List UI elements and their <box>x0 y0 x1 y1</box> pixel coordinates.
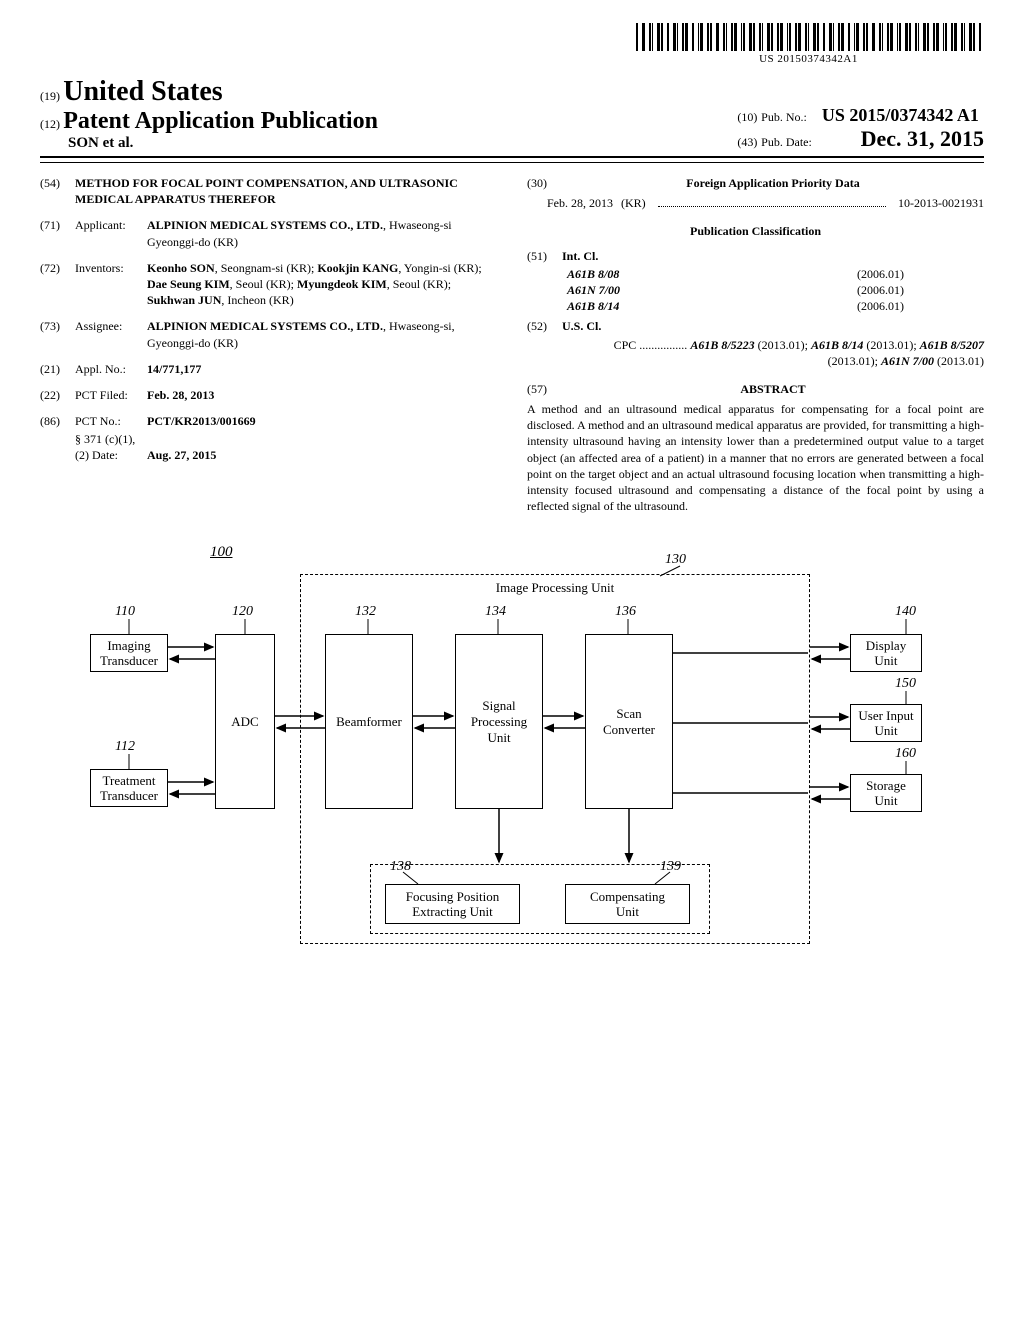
foreign-no: 10-2013-0021931 <box>898 195 984 211</box>
dots <box>658 191 886 207</box>
pub-date-code: (43) <box>737 135 757 149</box>
country: United States <box>63 76 222 107</box>
title-code: (54) <box>40 175 75 207</box>
block-diagram: 100 Image Processing Unit 130 ImagingTra… <box>40 544 984 964</box>
header-left: (19) United States (12) Patent Applicati… <box>40 76 378 152</box>
uscl-field: (52) U.S. Cl. <box>527 318 984 334</box>
pub-type: Patent Application Publication <box>63 108 378 134</box>
assignee-label: Assignee: <box>75 318 147 350</box>
inventors-label: Inventors: <box>75 260 147 309</box>
sect-field: § 371 (c)(1), <box>40 431 497 447</box>
abstract-text: A method and an ultrasound medical appar… <box>527 401 984 514</box>
inventors-value: Keonho SON, Seongnam-si (KR); Kookjin KA… <box>147 260 497 309</box>
pctfiled-label: PCT Filed: <box>75 387 147 403</box>
pctno-code: (86) <box>40 413 75 429</box>
barcode-text: US 20150374342A1 <box>636 53 981 65</box>
pub-no-code: (10) <box>737 110 757 124</box>
assignee-value: ALPINION MEDICAL SYSTEMS CO., LTD., Hwas… <box>147 318 497 350</box>
applicant-label: Applicant: <box>75 217 147 249</box>
invention-title: METHOD FOR FOCAL POINT COMPENSATION, AND… <box>75 175 497 207</box>
applicant-code: (71) <box>40 217 75 249</box>
pctfiled-field: (22) PCT Filed: Feb. 28, 2013 <box>40 387 497 403</box>
applicant-field: (71) Applicant: ALPINION MEDICAL SYSTEMS… <box>40 217 497 249</box>
foreign-field: (30) Foreign Application Priority Data <box>527 175 984 191</box>
header: (19) United States (12) Patent Applicati… <box>40 76 984 158</box>
inventors-code: (72) <box>40 260 75 309</box>
cpc-block: CPC ................ A61B 8/5223 (2013.0… <box>527 337 984 369</box>
pub-class-heading: Publication Classification <box>527 223 984 239</box>
barcode-lines <box>636 23 981 51</box>
header-right: (10) Pub. No.: US 2015/0374342 A1 (43) P… <box>737 105 984 152</box>
intcl-row: A61B 8/08(2006.01) <box>527 266 984 282</box>
foreign-code: (30) <box>527 175 562 191</box>
left-column: (54) METHOD FOR FOCAL POINT COMPENSATION… <box>40 175 497 514</box>
sectdate-field: (2) Date: Aug. 27, 2015 <box>40 447 497 463</box>
right-column: (30) Foreign Application Priority Data F… <box>527 175 984 514</box>
foreign-row: Feb. 28, 2013 (KR) 10-2013-0021931 <box>527 195 984 211</box>
inventors-field: (72) Inventors: Keonho SON, Seongnam-si … <box>40 260 497 309</box>
assignee-code: (73) <box>40 318 75 350</box>
assignee-field: (73) Assignee: ALPINION MEDICAL SYSTEMS … <box>40 318 497 350</box>
pctno-label: PCT No.: <box>75 413 147 429</box>
sect-label: § 371 (c)(1), <box>75 431 497 447</box>
authors: SON et al. <box>40 135 378 152</box>
pub-type-code: (12) <box>40 117 60 131</box>
title-field: (54) METHOD FOR FOCAL POINT COMPENSATION… <box>40 175 497 207</box>
intcl-row: A61B 8/14(2006.01) <box>527 298 984 314</box>
intcl-label: Int. Cl. <box>562 248 984 264</box>
pub-date: Dec. 31, 2015 <box>861 126 984 151</box>
divider <box>40 162 984 163</box>
abstract-field: (57) ABSTRACT <box>527 381 984 397</box>
abstract-label: ABSTRACT <box>562 381 984 397</box>
foreign-heading: Foreign Application Priority Data <box>562 175 984 191</box>
connectors <box>40 544 940 964</box>
pub-date-label: Pub. Date: <box>761 135 812 149</box>
pctno-value: PCT/KR2013/001669 <box>147 413 497 429</box>
pctfiled-value: Feb. 28, 2013 <box>147 387 497 403</box>
sectdate-value: Aug. 27, 2015 <box>147 447 497 463</box>
barcode: US 20150374342A1 <box>633 20 984 68</box>
applno-field: (21) Appl. No.: 14/771,177 <box>40 361 497 377</box>
barcode-area: US 20150374342A1 <box>40 20 984 68</box>
country-code: (19) <box>40 89 60 103</box>
foreign-country: (KR) <box>621 195 646 211</box>
applno-label: Appl. No.: <box>75 361 147 377</box>
pctfiled-code: (22) <box>40 387 75 403</box>
bibliographic-data: (54) METHOD FOR FOCAL POINT COMPENSATION… <box>40 175 984 514</box>
abstract-code: (57) <box>527 381 562 397</box>
applno-value: 14/771,177 <box>147 361 497 377</box>
foreign-date: Feb. 28, 2013 <box>547 195 613 211</box>
applno-code: (21) <box>40 361 75 377</box>
sectdate-label: (2) Date: <box>75 447 147 463</box>
intcl-row: A61N 7/00(2006.01) <box>527 282 984 298</box>
uscl-label: U.S. Cl. <box>562 318 984 334</box>
intcl-field: (51) Int. Cl. <box>527 248 984 264</box>
intcl-code: (51) <box>527 248 562 264</box>
intcl-list: A61B 8/08(2006.01)A61N 7/00(2006.01)A61B… <box>527 266 984 315</box>
pub-no: US 2015/0374342 A1 <box>822 105 979 125</box>
pctno-field: (86) PCT No.: PCT/KR2013/001669 <box>40 413 497 429</box>
pub-no-label: Pub. No.: <box>761 110 807 124</box>
uscl-code: (52) <box>527 318 562 334</box>
applicant-value: ALPINION MEDICAL SYSTEMS CO., LTD., Hwas… <box>147 217 497 249</box>
